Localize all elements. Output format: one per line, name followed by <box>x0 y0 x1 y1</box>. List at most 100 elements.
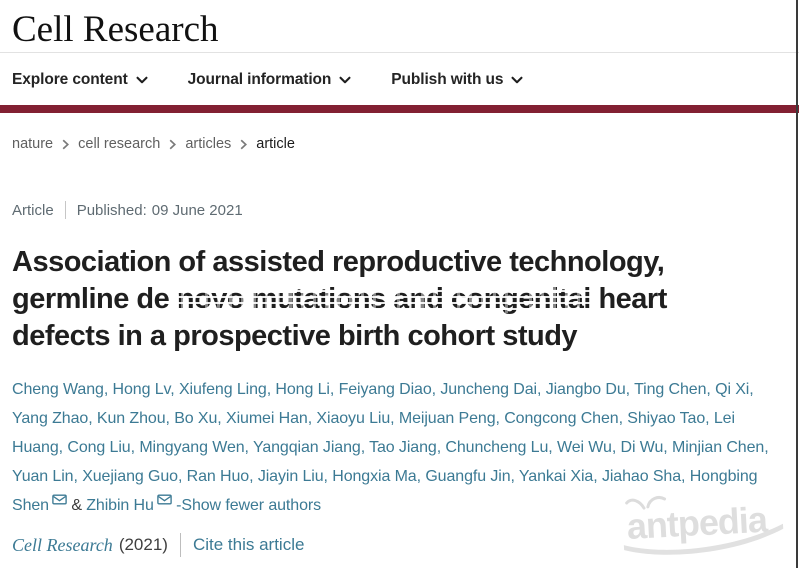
nav-item-label: Explore content <box>12 71 128 88</box>
breadcrumb: nature cell research articles article <box>12 136 787 152</box>
author-link[interactable]: Lei Huang <box>12 410 735 456</box>
title-line: germline de novo mutations and congenita… <box>12 283 667 315</box>
nav-explore-content[interactable]: Explore content <box>12 71 148 89</box>
author-link[interactable]: Ting Chen <box>634 381 707 398</box>
author-link[interactable]: Jiayin Liu <box>257 468 324 485</box>
author-link[interactable]: Yangqian Jiang <box>252 439 361 456</box>
author-separator: , <box>495 410 505 427</box>
author-link[interactable]: Xiumei Han <box>226 410 308 427</box>
author-separator: , <box>510 468 519 485</box>
author-separator: , <box>618 410 628 427</box>
author-link[interactable]: Juncheng Dai <box>440 381 537 398</box>
author-link[interactable]: Jiahao Sha <box>601 468 682 485</box>
author-link[interactable]: Guangfu Jin <box>425 468 511 485</box>
author-link[interactable]: Cong Liu <box>67 439 131 456</box>
author-separator: , <box>537 381 546 398</box>
brand-color-bar <box>0 105 799 113</box>
author-link[interactable]: Kun Zhou <box>96 410 166 427</box>
author-separator: , <box>360 439 370 456</box>
article-meta: Article Published: 09 June 2021 <box>12 201 787 219</box>
author-link[interactable]: Wei Wu <box>556 439 612 456</box>
chevron-right-icon <box>169 139 177 150</box>
journal-logo[interactable]: Cell Research <box>12 9 219 50</box>
ant-antenna-right <box>646 496 667 509</box>
title-smudged-segment: novo mutations and congenital <box>176 283 592 315</box>
published-date: 09 June 2021 <box>151 201 243 219</box>
author-separator: , <box>323 468 333 485</box>
author-link[interactable]: Xuejiang Guo <box>82 468 178 485</box>
author-separator: , <box>749 381 754 398</box>
author-separator: , <box>58 439 68 456</box>
citation-divider <box>179 533 181 557</box>
author-link[interactable]: Yang Zhao <box>12 410 89 427</box>
author-separator: , <box>681 468 690 485</box>
title-line: Association of assisted reproductive tec… <box>12 246 665 278</box>
nav-publish-with-us[interactable]: Publish with us <box>391 71 524 89</box>
author-link[interactable]: Qi Xi <box>715 381 750 398</box>
author-separator: , <box>88 410 97 427</box>
author-separator: , <box>663 439 672 456</box>
author-link[interactable]: Yuan Lin <box>12 468 74 485</box>
author-link[interactable]: Zhibin Hu <box>86 497 154 514</box>
nav-item-label: Journal information <box>187 71 332 88</box>
author-link[interactable]: Hong Lv <box>112 381 171 398</box>
chevron-down-icon <box>339 76 351 84</box>
masthead: Cell Research <box>0 0 799 53</box>
author-separator: , <box>548 439 557 456</box>
breadcrumb-cell-research[interactable]: cell research <box>78 136 161 152</box>
author-separator: , <box>390 410 399 427</box>
author-link[interactable]: Hongbing Shen <box>12 468 758 514</box>
author-link[interactable]: Bo Xu <box>174 410 218 427</box>
author-link[interactable]: Chuncheng Lu <box>445 439 549 456</box>
journal-nav: Explore content Journal information Publ… <box>0 53 799 105</box>
author-separator: , <box>103 381 113 398</box>
ant-antenna-left <box>625 498 646 510</box>
author-link[interactable]: Minjian Chen <box>672 439 765 456</box>
article-content: nature cell research articles article Ar… <box>0 113 799 557</box>
author-separator: , <box>625 381 635 398</box>
article-type-label: Article <box>12 201 54 219</box>
author-separator: , <box>177 468 187 485</box>
show-fewer-authors-link[interactable]: -Show fewer authors <box>171 497 321 514</box>
chevron-down-icon <box>511 76 524 84</box>
author-separator: , <box>165 410 175 427</box>
author-link[interactable]: Congcong Chen <box>504 410 619 427</box>
author-separator: , <box>249 468 258 485</box>
author-link[interactable]: Ran Huo <box>186 468 250 485</box>
journal-name-link[interactable]: Cell Research <box>12 534 113 555</box>
author-separator: , <box>217 410 226 427</box>
author-separator: , <box>170 381 179 398</box>
citation-row: Cell Research (2021) Cite this article <box>12 533 787 557</box>
author-link[interactable]: Meijuan Peng <box>398 410 496 427</box>
author-link[interactable]: Cheng Wang <box>12 381 104 398</box>
author-link[interactable]: Yankai Xia <box>518 468 594 485</box>
author-separator: , <box>611 439 621 456</box>
published-label: Published: <box>76 201 147 219</box>
citation-year: (2021) <box>118 535 168 554</box>
author-link[interactable]: Xiaoyu Liu <box>316 410 391 427</box>
author-list: Cheng Wang, Hong Lv, Xiufeng Ling, Hong … <box>12 375 787 520</box>
article-title: Association of assisted reproductive tec… <box>12 244 787 355</box>
cite-this-article-link[interactable]: Cite this article <box>192 535 305 554</box>
author-separator: , <box>307 410 317 427</box>
author-link[interactable]: Mingyang Wen <box>139 439 245 456</box>
antpedia-watermark: antpedia <box>617 487 788 567</box>
author-link[interactable]: Di Wu <box>620 439 664 456</box>
nav-journal-information[interactable]: Journal information <box>188 71 352 89</box>
breadcrumb-nature[interactable]: nature <box>12 136 54 152</box>
antpedia-logo-graphic: antpedia <box>623 496 784 555</box>
breadcrumb-articles[interactable]: articles <box>185 136 232 152</box>
envelope-icon[interactable] <box>52 494 67 514</box>
ampersand: & <box>66 497 87 514</box>
author-link[interactable]: Xiufeng Ling <box>178 381 267 398</box>
author-link[interactable]: Jiangbo Du <box>545 381 626 398</box>
envelope-icon[interactable] <box>157 494 172 514</box>
author-link[interactable]: Hong Li <box>275 381 330 398</box>
author-link[interactable]: Hongxia Ma <box>332 468 417 485</box>
author-link[interactable]: Tao Jiang <box>369 439 437 456</box>
author-separator: , <box>329 381 339 398</box>
author-link[interactable]: Feiyang Diao <box>338 381 432 398</box>
author-link[interactable]: Shiyao Tao <box>627 410 706 427</box>
author-separator: , <box>706 381 716 398</box>
meta-divider <box>64 201 66 219</box>
